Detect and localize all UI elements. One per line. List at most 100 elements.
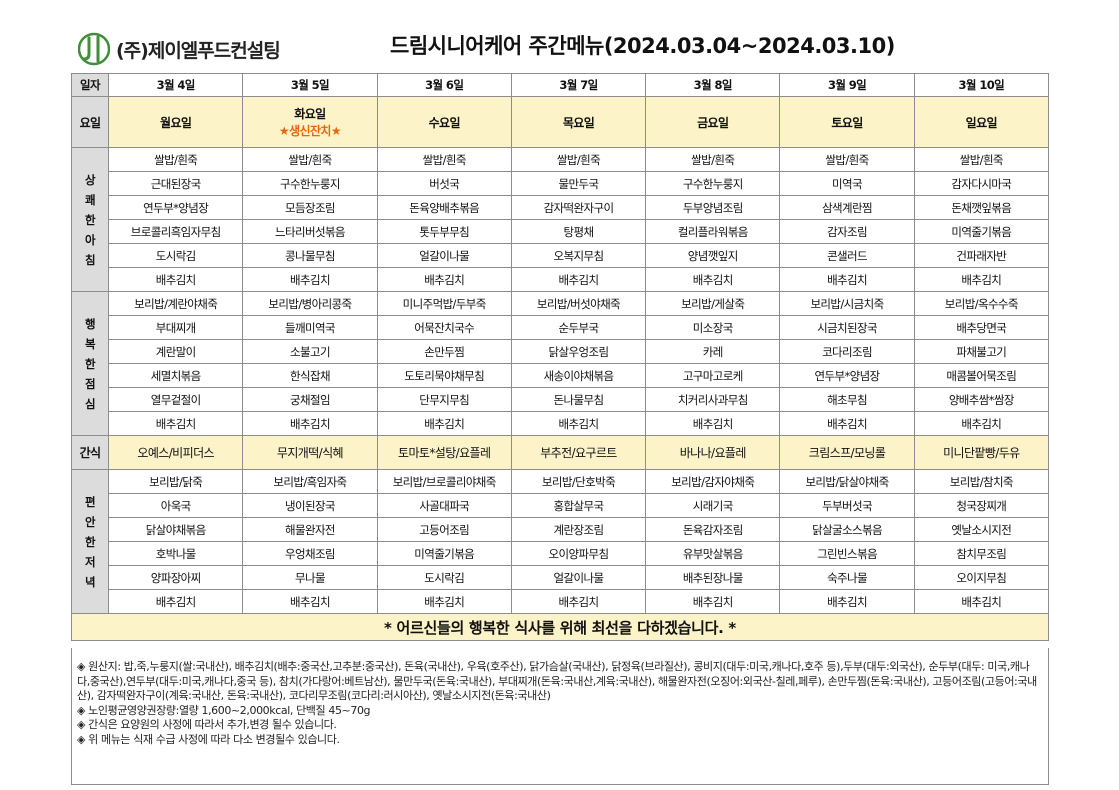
menu-item: 건파래자반 <box>913 243 1050 268</box>
menu-item: 배추김치 <box>376 411 512 436</box>
date-row: 일자 3월 4일 3월 5일 3월 6일 3월 7일 3월 8일 3월 9일 3월 10일 <box>70 73 1050 97</box>
menu-item: 배추김치 <box>108 411 244 436</box>
menu-item: 보리밥/옥수수죽 <box>913 291 1050 316</box>
menu-item: 손만두찜 <box>376 339 512 364</box>
event-badge: ★생신잔치★ <box>278 124 342 138</box>
menu-item: 버섯국 <box>376 171 512 196</box>
menu-item: 고등어조림 <box>376 517 512 542</box>
breakfast-row: 배추김치 배추김치 배추김치 배추김치 배추김치 배추김치 배추김치 <box>72 267 1050 292</box>
menu-item: 파채불고기 <box>913 339 1050 364</box>
breakfast-row: 연두부*양념장 모듬장조림 돈육양배추볶음 감자떡완자구이 두부양념조림 삼색계란찜 돈채깻… <box>72 195 1050 220</box>
menu-item: 코다리조림 <box>779 339 915 364</box>
weekday-name: 화요일 <box>294 107 326 121</box>
lunch-row: 행 복 한 점 심 보리밥/계란야채죽 보리밥/병아리콩죽 미니주먹밥/두부죽 보리밥/버섯야채… <box>70 291 1050 436</box>
menu-item: 계란말이 <box>108 339 244 364</box>
menu-item: 보리밥/버섯야채죽 <box>510 291 647 316</box>
menu-item: 보리밥/단호박죽 <box>510 469 647 494</box>
menu-item: 들깨미역국 <box>242 315 378 340</box>
menu-item: 카레 <box>645 339 781 364</box>
menu-item: 돈나물무침 <box>510 387 647 412</box>
menu-item: 도시락김 <box>108 243 244 268</box>
menu-item: 쌀밥/흰죽 <box>376 147 512 172</box>
menu-item: 두부양념조림 <box>645 195 781 220</box>
menu-item: 쌀밥/흰죽 <box>242 147 378 172</box>
menu-item: 양파장아찌 <box>108 565 244 590</box>
dinner-row: 아욱국 냉이된장국 사골대파국 홍합살무국 시래기국 두부버섯국 청국장찌개 <box>72 493 1050 518</box>
menu-item: 소불고기 <box>242 339 378 364</box>
menu-item: 시래기국 <box>645 493 781 518</box>
menu-item: 닭살굴소스볶음 <box>779 517 915 542</box>
menu-item: 톳두부무침 <box>376 219 512 244</box>
breakfast-row: 도시락김 콩나물무침 얼갈이나물 오복지무침 양념깻잎지 콘샐러드 건파래자반 <box>72 243 1050 268</box>
snack-item: 부추전/요구르트 <box>510 435 647 470</box>
menu-item: 배추김치 <box>779 589 915 614</box>
breakfast-row: 상 쾌 한 아 침 쌀밥/흰죽 쌀밥/흰죽 쌀밥/흰죽 쌀밥/흰죽 쌀밥/흰죽 쌀밥/흰죽 쌀밥/흰죽 <box>70 147 1050 292</box>
weekday-name: 월요일 <box>160 115 192 130</box>
menu-item: 보리밥/시금치죽 <box>779 291 915 316</box>
menu-item: 해물완자전 <box>242 517 378 542</box>
weekly-menu-table: 일자 3월 4일 3월 5일 3월 6일 3월 7일 3월 8일 3월 9일 3월 10일 요일… <box>70 73 1050 641</box>
menu-item: 오이지무침 <box>913 565 1050 590</box>
menu-item: 미역줄기볶음 <box>913 219 1050 244</box>
menu-item: 배추김치 <box>645 411 781 436</box>
weekday-name: 목요일 <box>562 115 595 130</box>
note-line: ◈ 원산지: 밥,죽,누룽지(쌀:국내산), 배추김치(배추:중국산,고추분:중… <box>77 660 1037 703</box>
menu-item: 새송이야채볶음 <box>510 363 647 388</box>
menu-item: 보리밥/계란야채죽 <box>108 291 244 316</box>
snack-item: 크림스프/모닝롤 <box>779 435 915 470</box>
lunch-row: 계란말이 소불고기 손만두찜 닭살우엉조림 카레 코다리조림 파채불고기 <box>72 339 1050 364</box>
menu-item: 홍합살무국 <box>510 493 647 518</box>
menu-item: 배추김치 <box>779 267 915 292</box>
weekday-name: 금요일 <box>697 115 729 130</box>
company-name: (주)제이엘푸드컨설팅 <box>116 39 281 62</box>
menu-item: 쌀밥/흰죽 <box>779 147 915 172</box>
weekday-cell: 일요일 <box>913 96 1050 148</box>
menu-item: 돈육양배추볶음 <box>376 195 512 220</box>
dinner-row: 양파장아찌 무나물 도시락김 얼갈이나물 배추된장나물 숙주나물 오이지무침 <box>72 565 1050 590</box>
menu-item: 감자떡완자구이 <box>510 195 647 220</box>
menu-item: 한식잡채 <box>242 363 378 388</box>
menu-item: 콩나물무침 <box>242 243 378 268</box>
menu-item: 옛날소시지전 <box>913 517 1050 542</box>
weekday-cell: 목요일 <box>510 96 647 148</box>
company-logo: (주)제이엘푸드컨설팅 <box>78 32 281 66</box>
date-label: 일자 <box>70 73 110 97</box>
menu-item: 탕평채 <box>510 219 647 244</box>
menu-item: 돈채깻잎볶음 <box>913 195 1050 220</box>
note-line: ◈ 간식은 요양원의 사정에 따라서 추가,변경 될수 있습니다. <box>77 718 337 732</box>
menu-item: 시금치된장국 <box>779 315 915 340</box>
lunch-row: 부대찌개 들깨미역국 어묵잔치국수 순두부국 미소장국 시금치된장국 배추당면국 <box>72 315 1050 340</box>
jl-logo-icon <box>78 32 110 66</box>
menu-item: 배추김치 <box>242 411 378 436</box>
breakfast-row: 근대된장국 구수한누룽지 버섯국 물만두국 구수한누룽지 미역국 감자다시마국 <box>72 171 1050 196</box>
menu-item: 얼갈이나물 <box>376 243 512 268</box>
menu-item: 아욱국 <box>108 493 244 518</box>
menu-item: 미역국 <box>779 171 915 196</box>
menu-item: 세멸치볶음 <box>108 363 244 388</box>
menu-item: 쌀밥/흰죽 <box>645 147 781 172</box>
menu-item: 유부맛살볶음 <box>645 541 781 566</box>
menu-item: 양념깻잎지 <box>645 243 781 268</box>
menu-item: 무나물 <box>242 565 378 590</box>
menu-item: 미소장국 <box>645 315 781 340</box>
menu-item: 닭살우엉조림 <box>510 339 647 364</box>
menu-item: 배추된장나물 <box>645 565 781 590</box>
greeting-message: * 어르신들의 행복한 식사를 위해 최선을 다하겠습니다. * <box>71 613 1049 641</box>
menu-item: 보리밥/게살죽 <box>645 291 781 316</box>
menu-item: 두부버섯국 <box>779 493 915 518</box>
weekday-name: 토요일 <box>831 115 863 130</box>
weekday-cell: 토요일 <box>779 96 915 148</box>
lunch-row: 열무겉절이 궁채절임 단무지무침 돈나물무침 치커리사과무침 해초무침 양배추쌈*쌈장 <box>72 387 1050 412</box>
menu-item: 감자조림 <box>779 219 915 244</box>
menu-item: 청국장찌개 <box>913 493 1050 518</box>
menu-item: 감자다시마국 <box>913 171 1050 196</box>
menu-item: 보리밥/감자야채죽 <box>645 469 781 494</box>
date-cell: 3월 10일 <box>913 73 1050 97</box>
menu-item: 그린빈스볶음 <box>779 541 915 566</box>
menu-item: 얼갈이나물 <box>510 565 647 590</box>
notes-box: ◈ 원산지: 밥,죽,누룽지(쌀:국내산), 배추김치(배추:중국산,고추분:중… <box>71 648 1049 785</box>
menu-item: 구수한누룽지 <box>645 171 781 196</box>
page-header: (주)제이엘푸드컨설팅 드림시니어케어 주간메뉴(2024.03.04~2024… <box>70 22 1050 68</box>
menu-item: 물만두국 <box>510 171 647 196</box>
